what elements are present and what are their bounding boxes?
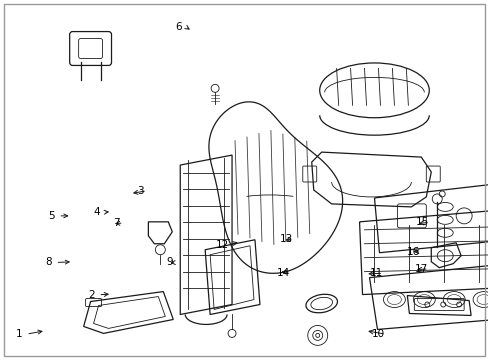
Text: 16: 16 — [407, 247, 420, 257]
Text: 9: 9 — [166, 257, 172, 267]
Text: 17: 17 — [414, 264, 427, 274]
Text: 6: 6 — [174, 22, 181, 32]
Text: 13: 13 — [279, 234, 292, 244]
Text: 1: 1 — [16, 329, 22, 339]
Text: 7: 7 — [113, 218, 120, 228]
Text: 3: 3 — [137, 186, 143, 196]
Text: 4: 4 — [93, 207, 100, 217]
Text: 5: 5 — [48, 211, 55, 221]
Text: 10: 10 — [371, 329, 385, 339]
Text: 15: 15 — [415, 217, 428, 227]
Text: 14: 14 — [277, 267, 290, 278]
Text: 2: 2 — [88, 290, 95, 300]
Text: 12: 12 — [215, 239, 228, 249]
Text: 11: 11 — [369, 268, 382, 278]
Text: 8: 8 — [45, 257, 52, 267]
